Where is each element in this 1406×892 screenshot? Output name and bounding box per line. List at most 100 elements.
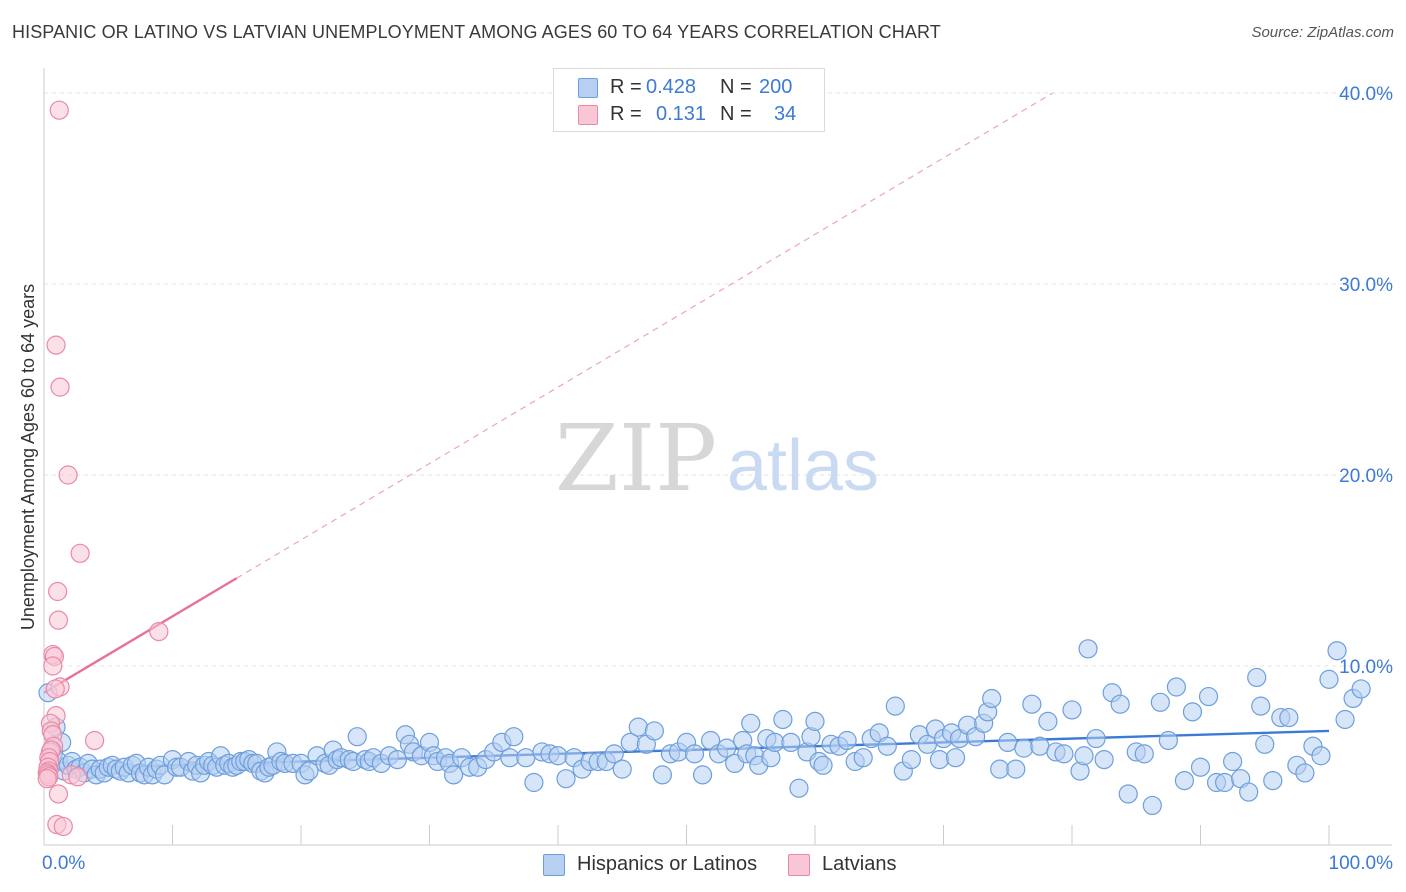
hispanic-point: [1014, 738, 1034, 758]
latvian-trendline: [43, 577, 238, 694]
hispanic-point: [1094, 749, 1114, 770]
hispanic-point: [805, 711, 825, 731]
hispanic-point: [1247, 667, 1267, 688]
hispanic-point: [1319, 669, 1339, 689]
latvian-point: [53, 816, 73, 837]
hispanic-point: [628, 717, 648, 737]
hispanic-point: [604, 744, 624, 764]
hispanic-point: [741, 713, 761, 733]
watermark: ZIP atlas: [555, 405, 879, 512]
hispanic-point: [998, 732, 1018, 753]
hispanic-point: [1078, 639, 1098, 659]
hispanic-point: [781, 732, 801, 753]
correlation-legend: R = 0.428 N = 200 R = 0.131 N = 34: [553, 68, 825, 132]
latvian-point: [48, 581, 68, 602]
bottom-legend-label-hispanics: Hispanics or Latinos: [577, 853, 758, 875]
hispanic-point: [1327, 641, 1347, 661]
latvian-point: [48, 610, 69, 630]
hispanic-point: [1038, 711, 1058, 731]
chart-title: HISPANIC OR LATINO VS LATVIAN UNEMPLOYME…: [12, 22, 941, 42]
hispanic-point: [877, 736, 897, 756]
legend-r-value: 0.131: [656, 103, 707, 125]
bottom-legend-latvians: Latvians: [788, 852, 918, 876]
hispanic-point: [548, 746, 568, 766]
bottom-legend-swatch-hispanics: [543, 854, 565, 876]
hispanic-point: [500, 748, 520, 768]
hispanic-point: [524, 772, 544, 793]
grid-layer: [44, 92, 1392, 667]
latvian-point: [49, 100, 69, 120]
watermark-zip: ZIP: [555, 405, 717, 512]
hispanic-point: [347, 727, 367, 747]
latvian-point: [37, 769, 57, 789]
bottom-legend-swatch-latvians: [788, 854, 810, 876]
hispanic-point: [387, 749, 407, 770]
hispanic-point: [652, 765, 673, 785]
x-tick-label: 100.0%: [1329, 853, 1394, 874]
latvian-point: [84, 730, 105, 751]
legend-n-label: N =: [720, 103, 752, 125]
hispanic-point: [1251, 696, 1271, 716]
hispanic-point: [556, 769, 576, 789]
hispanic-point: [1062, 700, 1082, 720]
y-tick-label: 40.0%: [1339, 84, 1393, 105]
bottom-legend-label-latvians: Latvians: [822, 853, 897, 875]
hispanic-point: [684, 744, 705, 764]
latvian-point: [70, 543, 90, 563]
watermark-atlas: atlas: [727, 426, 879, 506]
hispanic-point: [765, 732, 785, 753]
legend-swatch-hispanics: [578, 78, 598, 98]
hispanic-point: [717, 738, 737, 758]
hispanic-point: [982, 688, 1002, 709]
points-layer: [37, 100, 1371, 837]
y-tick-label: 10.0%: [1339, 657, 1393, 678]
hispanic-point: [1223, 751, 1243, 772]
latvian-point: [149, 622, 169, 642]
latvian-point: [68, 767, 88, 787]
latvian-point: [43, 656, 63, 676]
hispanic-point: [1022, 694, 1042, 714]
hispanic-point: [692, 765, 713, 785]
hispanic-point: [1174, 770, 1195, 791]
hispanic-point: [644, 721, 664, 741]
y-tick-label: 30.0%: [1339, 275, 1393, 296]
hispanic-point: [1158, 730, 1178, 751]
legend-n-value: 34: [774, 103, 797, 125]
hispanic-point: [1239, 782, 1259, 802]
hispanic-point: [1166, 677, 1187, 697]
latvian-point: [50, 377, 70, 397]
hispanic-point: [504, 727, 524, 747]
bottom-legend-hispanics: Hispanics or Latinos: [543, 852, 773, 876]
latvian-point: [46, 335, 66, 355]
hispanic-point: [1311, 746, 1331, 766]
hispanic-point: [1198, 686, 1219, 707]
hispanic-point: [1142, 795, 1162, 816]
hispanic-point: [1335, 709, 1355, 730]
hispanic-point: [1214, 772, 1235, 793]
latvian-point: [58, 465, 78, 485]
hispanic-point: [885, 696, 905, 716]
hispanic-point: [1074, 746, 1094, 766]
hispanic-point: [612, 759, 632, 779]
hispanic-point: [1190, 757, 1211, 777]
legend-swatch-latvians: [578, 105, 598, 125]
hispanic-point: [813, 755, 833, 775]
hispanic-point: [1086, 728, 1106, 749]
legend-r-value: 0.428: [646, 76, 697, 98]
legend-r-label: R =: [610, 103, 642, 125]
hispanic-point: [945, 748, 966, 768]
latvian-point: [45, 679, 65, 699]
hispanic-point: [1006, 759, 1026, 779]
hispanic-point: [1054, 744, 1074, 764]
hispanic-point: [901, 749, 921, 770]
hispanic-point: [929, 749, 950, 770]
hispanic-point: [299, 761, 319, 781]
hispanic-point: [443, 765, 464, 785]
hispanic-point: [1030, 736, 1050, 756]
axis-layer: [43, 68, 1392, 846]
hispanic-point: [1295, 763, 1315, 783]
legend-r-label: R =: [610, 76, 642, 98]
hispanic-point: [773, 709, 793, 730]
hispanic-point: [1182, 702, 1203, 722]
